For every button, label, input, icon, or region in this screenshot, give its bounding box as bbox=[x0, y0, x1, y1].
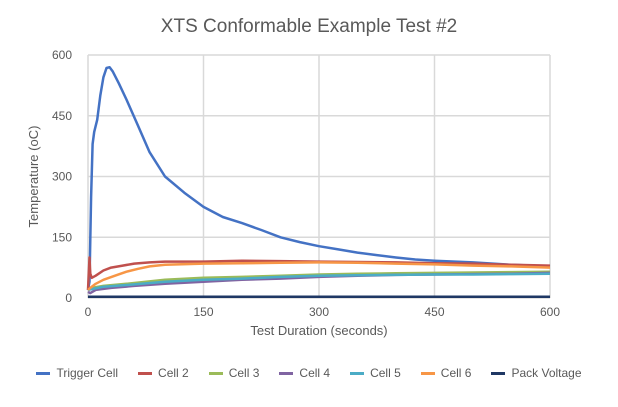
legend-item: Cell 5 bbox=[350, 366, 401, 380]
legend-swatch bbox=[138, 371, 153, 375]
legend-label: Pack Voltage bbox=[511, 366, 582, 380]
legend-item: Trigger Cell bbox=[36, 366, 118, 380]
legend-swatch bbox=[279, 371, 294, 375]
x-tick-label: 600 bbox=[540, 305, 560, 319]
legend-label: Cell 4 bbox=[299, 366, 331, 380]
series-line-cell-5 bbox=[87, 272, 551, 292]
x-axis-label: Test Duration (seconds) bbox=[250, 323, 387, 338]
y-tick-label: 300 bbox=[52, 170, 72, 184]
legend-label: Cell 6 bbox=[440, 366, 472, 380]
legend-label: Cell 5 bbox=[370, 366, 401, 380]
y-tick-label: 0 bbox=[65, 291, 72, 305]
chart-title: XTS Conformable Example Test #2 bbox=[160, 16, 458, 37]
legend-swatch bbox=[350, 371, 365, 375]
legend-label: Trigger Cell bbox=[56, 366, 119, 380]
legend-swatch bbox=[36, 371, 51, 375]
y-tick-label: 450 bbox=[52, 109, 72, 123]
legend-swatch bbox=[208, 371, 223, 375]
series-line-cell-6 bbox=[87, 261, 551, 291]
legend-item: Cell 2 bbox=[138, 366, 189, 380]
x-tick-label: 450 bbox=[424, 305, 444, 319]
legend: Trigger Cell Cell 2 Cell 3 Cell 4 Cell 5 Cell… bbox=[0, 366, 618, 380]
legend-item: Cell 6 bbox=[420, 366, 472, 380]
legend-item: Cell 3 bbox=[208, 366, 260, 380]
x-tick-label: 0 bbox=[85, 305, 92, 319]
x-tick-label: 300 bbox=[309, 305, 329, 319]
x-tick-label: 150 bbox=[193, 305, 213, 319]
series-line-trigger-cell bbox=[86, 65, 551, 291]
y-tick-label: 150 bbox=[52, 230, 72, 244]
legend-swatch bbox=[491, 371, 506, 375]
legend-label: Cell 2 bbox=[158, 366, 189, 380]
y-tick-label: 600 bbox=[52, 48, 72, 62]
legend-item: Cell 4 bbox=[279, 366, 330, 380]
legend-swatch bbox=[420, 371, 435, 375]
legend-label: Cell 3 bbox=[228, 366, 260, 380]
y-axis-label: Temperature (oC) bbox=[26, 126, 41, 228]
legend-item: Pack Voltage bbox=[491, 366, 582, 380]
